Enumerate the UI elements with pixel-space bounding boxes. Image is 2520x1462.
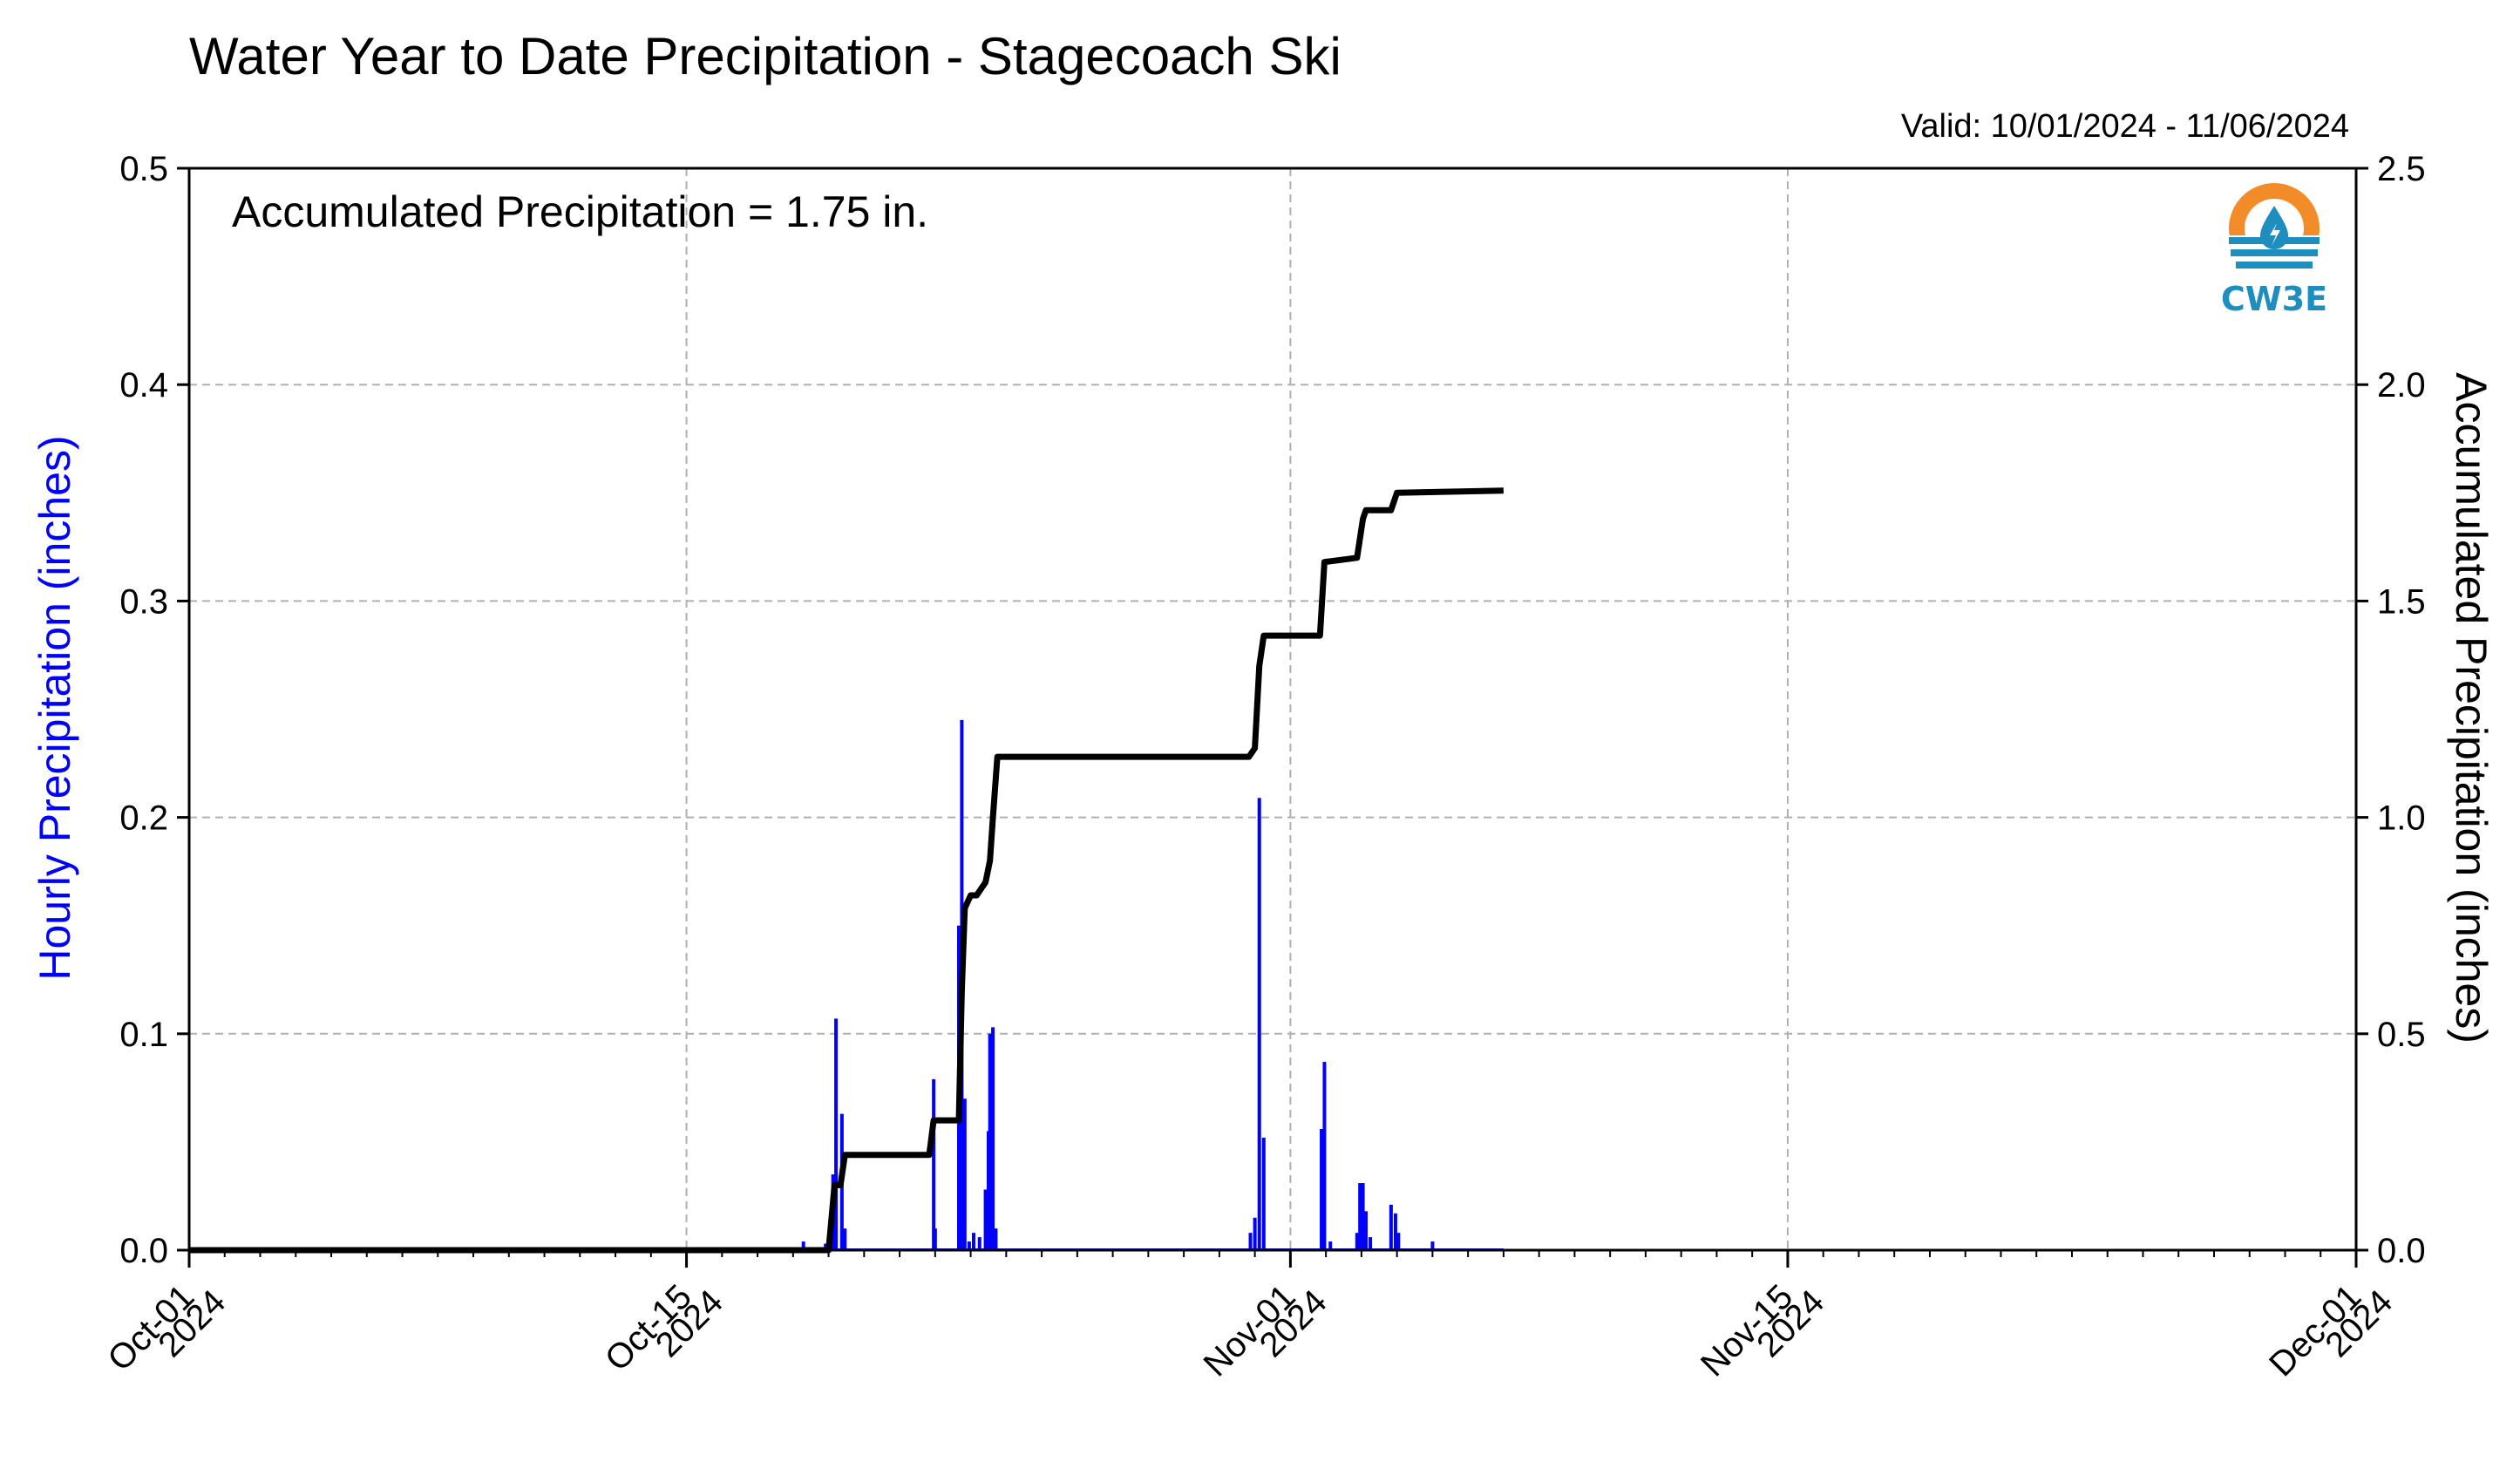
hourly-bar [1328,1241,1333,1250]
y-right-tick-label: 2.0 [2377,366,2426,405]
left-axis-label: Hourly Precipitation (inches) [31,435,79,980]
y-right-tick-label: 1.0 [2377,799,2426,838]
hourly-bar [977,1237,982,1250]
hourly-bar [971,1233,975,1250]
hourly-bar [967,1241,971,1250]
hourly-bars [189,719,1504,1250]
y-left-tick-label: 0.2 [119,799,168,838]
plot-frame [187,167,2358,1252]
grid-lines [189,168,2356,1250]
y-left-tick-label: 0.3 [119,582,168,621]
hourly-bar [1261,1137,1266,1250]
hourly-bar [1322,1062,1327,1250]
valid-range: Valid: 10/01/2024 - 11/06/2024 [1900,108,2349,145]
cw3e-logo: CW3E [2221,183,2327,318]
hourly-bar [1253,1217,1257,1250]
hourly-bar [824,1243,828,1250]
y-right-tick-label: 1.5 [2377,582,2426,621]
chart-title: Water Year to Date Precipitation - Stage… [189,27,1342,85]
hourly-bar [1358,1183,1362,1250]
hourly-bar [932,1078,936,1250]
cw3e-logo-text: CW3E [2221,280,2327,318]
hourly-bar [1430,1241,1435,1250]
hourly-bar [843,1228,847,1250]
hourly-bar [834,1018,839,1250]
accumulated-line-group [189,487,1504,1254]
right-axis-label: Accumulated Precipitation (inches) [2447,372,2496,1044]
hourly-bar [994,1228,998,1250]
hourly-bar [988,1033,992,1250]
y-left-tick-label: 0.0 [119,1232,168,1270]
hourly-bar [1363,1211,1368,1250]
hourly-bar [1355,1233,1359,1250]
y-right-tick-label: 0.5 [2377,1016,2426,1054]
hourly-bar [983,1189,988,1250]
hourly-bar [933,1228,937,1250]
hourly-bar [1396,1233,1401,1250]
accumulated-annotation: Accumulated Precipitation = 1.75 in. [232,187,928,236]
hourly-bar [1389,1204,1393,1250]
hourly-bar [962,1098,967,1250]
hourly-bar [1369,1237,1373,1250]
y-right-tick-label: 2.5 [2377,150,2426,188]
hourly-bar [1393,1213,1397,1250]
y-left-tick-label: 0.4 [119,366,168,405]
accumulated-line [189,487,1504,1254]
hourly-bar [991,1027,995,1250]
water-drop-icon [2260,206,2288,249]
y-left-tick-label: 0.5 [119,150,168,188]
hourly-bar [1361,1183,1365,1250]
hourly-bar [801,1241,805,1250]
hourly-bar [1320,1129,1324,1250]
y-right-tick-label: 0.0 [2377,1232,2426,1270]
hourly-bar [1257,798,1261,1250]
y-left-tick-label: 0.1 [119,1016,168,1054]
hourly-bar [1248,1233,1253,1250]
